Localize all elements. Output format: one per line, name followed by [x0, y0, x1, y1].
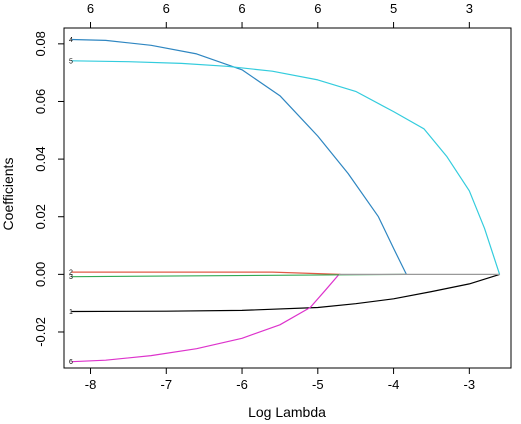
y-tick-label: 0.06 [33, 89, 48, 114]
top-axis: 6 6 6 6 5 3 [87, 1, 473, 28]
x-axis-label: Log Lambda [248, 404, 326, 420]
y-tick-label: 0.00 [33, 262, 48, 287]
top-tick-label: 3 [466, 1, 473, 16]
top-tick-label: 6 [87, 1, 94, 16]
y-tick-label: 0.02 [33, 204, 48, 229]
y-tick-label: 0.04 [33, 146, 48, 171]
endpoint-label: 1 [69, 309, 73, 316]
x-tick-label: -7 [160, 377, 172, 392]
x-axis: -8 -7 -6 -5 -4 -3 [85, 368, 475, 392]
endpoint-label: 2 [69, 270, 73, 277]
series-lines [71, 38, 501, 363]
series-line-5 [71, 60, 501, 275]
endpoint-label: 4 [69, 37, 73, 44]
y-axis: -0.02 0.00 0.02 0.04 0.06 0.08 [33, 31, 64, 347]
y-axis-label: Coefficients [0, 158, 16, 231]
series-line-4 [71, 38, 407, 275]
x-tick-label: -6 [236, 377, 248, 392]
x-tick-label: -5 [312, 377, 324, 392]
x-tick-label: -3 [464, 377, 476, 392]
series-line-2 [71, 271, 341, 275]
y-tick-label: 0.08 [33, 31, 48, 56]
x-tick-label: -4 [388, 377, 400, 392]
x-tick-label: -8 [85, 377, 97, 392]
top-tick-label: 6 [163, 1, 170, 16]
endpoint-label: 3 [69, 274, 73, 281]
series-line-6 [71, 274, 340, 363]
series-line-1 [71, 273, 500, 313]
endpoint-label: 6 [69, 359, 73, 366]
endpoint-label: 5 [69, 58, 73, 65]
top-tick-label: 5 [390, 1, 397, 16]
top-tick-label: 6 [238, 1, 245, 16]
top-tick-label: 6 [314, 1, 321, 16]
y-tick-label: -0.02 [33, 317, 48, 347]
plot-frame [63, 27, 512, 369]
